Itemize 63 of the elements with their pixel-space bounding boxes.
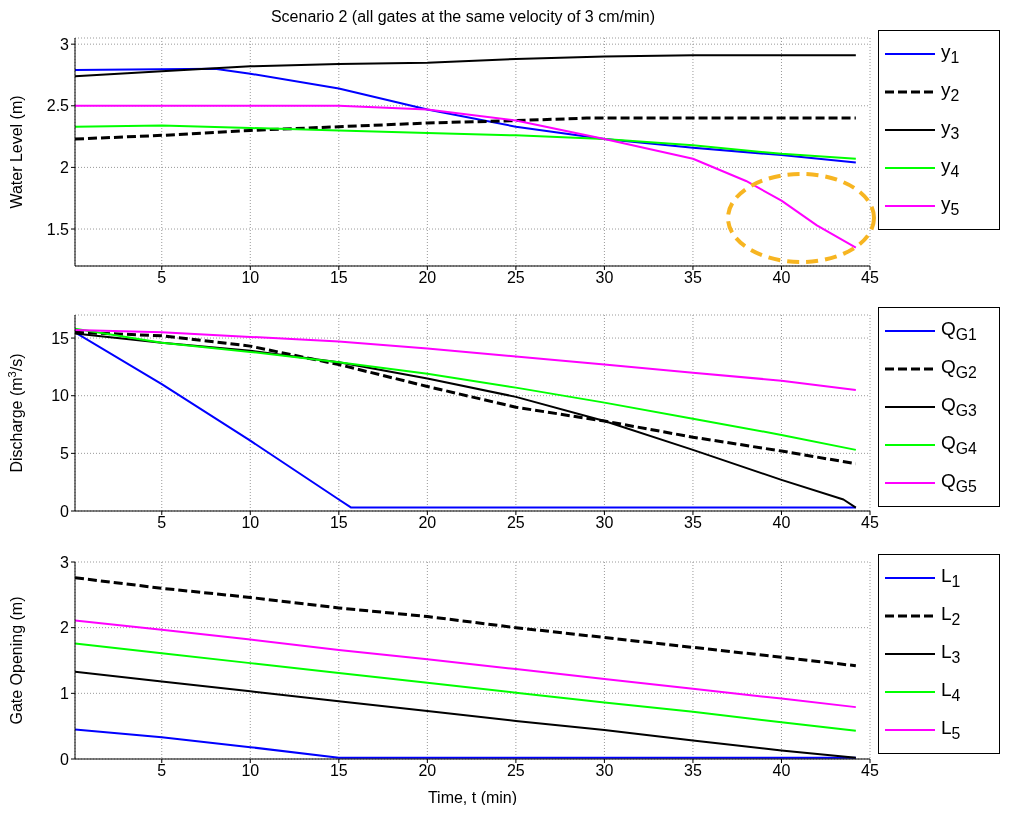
- x-tick-label: 15: [329, 269, 348, 287]
- x-tick-label: 45: [861, 514, 879, 532]
- y-axis-title: Gate Opening (m): [8, 596, 25, 725]
- y-tick-label: 3: [60, 553, 70, 571]
- y-axis-title: Water Level (m): [8, 95, 25, 209]
- y-tick-label: 10: [51, 387, 70, 405]
- x-tick-label: 5: [157, 269, 167, 287]
- x-tick-label: 40: [772, 514, 791, 532]
- y-tick-label: 2: [60, 159, 70, 177]
- x-tick-label: 25: [506, 762, 525, 780]
- x-tick-label: 35: [684, 762, 702, 780]
- x-tick-label: 35: [684, 514, 702, 532]
- line-series: [75, 642, 857, 732]
- legend-label: y$_{2}$: [941, 79, 960, 105]
- legend-label: Q$_{G5}$: [941, 470, 977, 496]
- x-tick-label: 10: [241, 269, 260, 287]
- x-tick-label: 40: [772, 762, 791, 780]
- x-tick-label: 40: [772, 269, 791, 287]
- y-tick-label: 0: [60, 502, 70, 520]
- legend-label: L$_{3}$: [941, 641, 961, 667]
- y-tick-label: 2.5: [46, 97, 70, 115]
- x-tick-label: 10: [241, 762, 260, 780]
- legend-label: y$_{4}$: [941, 155, 960, 181]
- y-tick-label: 1.5: [46, 220, 70, 238]
- x-tick-label: 30: [595, 514, 614, 532]
- legend-label: L$_{4}$: [941, 679, 961, 705]
- y-tick-label: 1: [60, 685, 70, 703]
- x-tick-label: 45: [861, 762, 879, 780]
- legend-label: y$_{1}$: [941, 41, 960, 67]
- legend-label: Q$_{G1}$: [941, 318, 977, 344]
- x-tick-label: 30: [595, 269, 614, 287]
- line-series: [75, 124, 857, 160]
- y-tick-label: 5: [60, 445, 70, 463]
- x-tick-label: 20: [418, 269, 437, 287]
- line-series: [75, 619, 857, 709]
- line-series: [75, 67, 857, 164]
- y-tick-label: 15: [51, 329, 70, 347]
- x-tick-label: 25: [506, 269, 525, 287]
- legend-label: L$_{1}$: [941, 565, 961, 591]
- legend-label: Q$_{G4}$: [941, 432, 977, 458]
- x-tick-label: 20: [418, 762, 437, 780]
- x-tick-label: 20: [418, 514, 437, 532]
- x-tick-label: 45: [861, 269, 879, 287]
- legend-label: y$_{3}$: [941, 117, 960, 143]
- x-tick-label: 10: [241, 514, 260, 532]
- x-tick-label: 15: [329, 514, 348, 532]
- legend-label: Q$_{G2}$: [941, 356, 977, 382]
- legend-label: y$_{5}$: [941, 193, 960, 219]
- x-tick-label: 5: [157, 514, 167, 532]
- line-series: [75, 328, 857, 391]
- chart-title: Scenario 2 (all gates at the same velocity of 3 cm/min): [269, 8, 657, 27]
- y-tick-label: 2: [60, 619, 70, 637]
- x-tick-label: 25: [506, 514, 525, 532]
- x-tick-label: 5: [157, 762, 167, 780]
- x-tick-label: 30: [595, 762, 614, 780]
- legend-label: L$_{5}$: [941, 717, 961, 743]
- x-tick-label: 35: [684, 269, 702, 287]
- y-tick-label: 3: [60, 35, 70, 53]
- legend-label: Q$_{G3}$: [941, 394, 977, 420]
- y-tick-label: 0: [60, 750, 70, 768]
- line-series: [75, 104, 857, 249]
- legend-label: L$_{2}$: [941, 603, 961, 629]
- x-tick-label: 15: [329, 762, 348, 780]
